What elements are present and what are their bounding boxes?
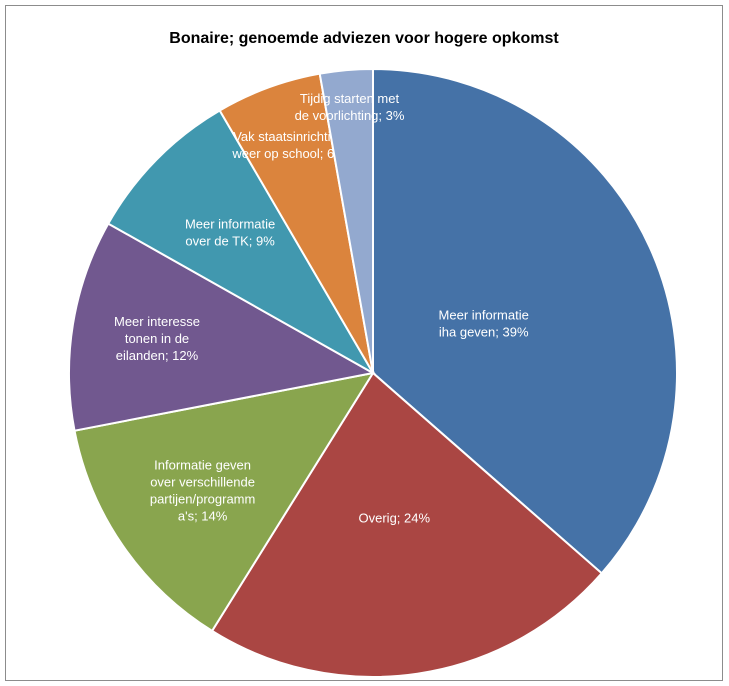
slice-label: Meer informatie over de TK; 9% [185, 217, 275, 249]
slice-label: Overig; 24% [359, 510, 431, 525]
chart-title: Bonaire; genoemde adviezen voor hogere o… [169, 30, 559, 47]
pie-slice [106, 109, 376, 376]
pie-slice [73, 371, 376, 633]
pie-slice [210, 371, 604, 678]
slice-label: Vak staatsinrichting weer op school; 6% [231, 129, 346, 161]
pie-slice [318, 67, 374, 374]
pie-slice [372, 67, 678, 575]
pie-slice [67, 222, 376, 432]
slice-label: Meer informatie iha geven; 39% [439, 307, 529, 339]
slice-label: Informatie geven over verschillende partij… [150, 458, 256, 524]
slice-label: Tijdig starten met de voorlichting; 3% [295, 91, 405, 123]
slice-label: Meer interesse tonen in de eilanden; 12% [114, 314, 200, 363]
